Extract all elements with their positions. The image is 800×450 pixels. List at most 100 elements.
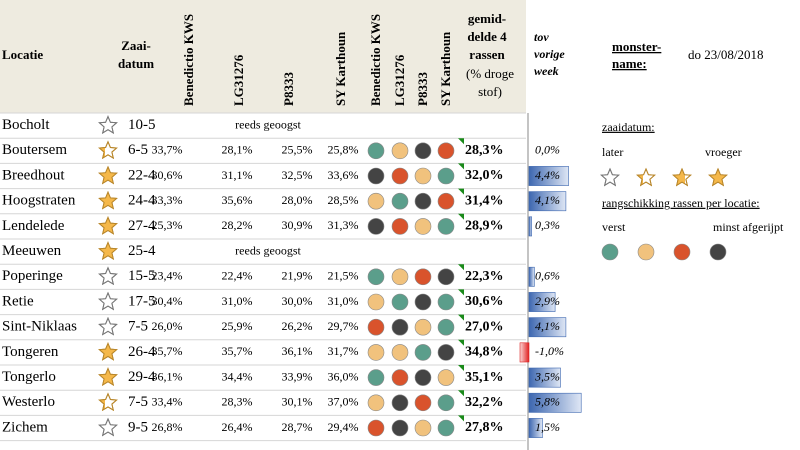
header-sowing: Zaai- xyxy=(121,38,151,53)
average: 28,9% xyxy=(465,219,504,234)
ranking-dot xyxy=(391,318,409,336)
legend-dot xyxy=(709,243,727,261)
value: 36,1% xyxy=(282,344,313,358)
change-label: 1,5% xyxy=(535,420,560,434)
change-label: 5,8% xyxy=(535,395,560,409)
value: 33,9% xyxy=(282,369,313,383)
ranking-dot xyxy=(367,344,385,361)
star-outline xyxy=(98,367,118,386)
value: 30,9% xyxy=(282,218,313,232)
later: later xyxy=(602,145,623,159)
header-variety: Benedictio KWS xyxy=(181,14,196,106)
ranking-dot xyxy=(414,167,432,185)
ranking-dot xyxy=(437,419,455,437)
value: 28,5% xyxy=(328,193,359,207)
average: 31,4% xyxy=(465,193,504,208)
change-bar xyxy=(528,317,567,338)
ranking-dot xyxy=(367,218,385,235)
value: 25,3% xyxy=(152,218,183,232)
value: 30,1% xyxy=(282,395,313,409)
value: 26,0% xyxy=(152,319,183,333)
star-outline xyxy=(98,342,118,361)
value: 21,9% xyxy=(282,269,313,283)
header-variety: SY Karthoun xyxy=(333,31,348,106)
change-label: 4,1% xyxy=(535,319,560,333)
star-outline xyxy=(98,417,118,437)
cell-flag xyxy=(458,188,464,195)
header-variety: LG31276 xyxy=(231,54,246,106)
ranking-dot xyxy=(391,218,409,235)
ranking-dot xyxy=(437,218,455,235)
location: Breedhout xyxy=(2,167,65,183)
ranking-dot xyxy=(437,394,455,412)
header-variety: Benedictio KWS xyxy=(368,14,383,106)
change-label: 4,1% xyxy=(535,193,560,207)
value: 31,1% xyxy=(222,168,253,182)
change-label: 3,5% xyxy=(534,369,560,383)
star-outline xyxy=(98,190,118,210)
last: minst afgerijpt xyxy=(713,220,784,234)
star-outline xyxy=(98,115,118,134)
header-change: tov xyxy=(534,30,549,44)
header-unit: stof) xyxy=(478,84,502,99)
location: Lendelede xyxy=(2,218,65,234)
value: 36,0% xyxy=(328,369,359,383)
value: 29,4% xyxy=(328,420,359,434)
average: 34,8% xyxy=(465,345,504,360)
value: 33,7% xyxy=(152,143,183,157)
change-label: 4,4% xyxy=(535,168,560,182)
value: 37,0% xyxy=(328,395,359,409)
value: 22,4% xyxy=(222,269,253,283)
ranking-dot xyxy=(437,268,455,286)
value: 28,2% xyxy=(222,218,253,232)
sowing-date: 15-5 xyxy=(128,268,156,284)
value: 33,4% xyxy=(152,395,183,409)
value: 30,6% xyxy=(152,168,183,182)
star-outline xyxy=(98,392,118,412)
legend-dot xyxy=(673,243,691,261)
sowing-date: 26-4 xyxy=(128,344,156,360)
ranking-dot xyxy=(367,192,385,210)
average: 28,3% xyxy=(465,143,504,158)
ranking-dot xyxy=(414,293,432,311)
average: 32,0% xyxy=(465,168,504,183)
cell-flag xyxy=(458,213,464,220)
ranking-dot xyxy=(367,318,385,336)
value: 28,1% xyxy=(222,143,253,157)
star-fill xyxy=(673,169,685,186)
sample-date: do 23/08/2018 xyxy=(688,47,763,62)
value: 30,0% xyxy=(282,294,313,308)
cell-flag xyxy=(458,289,464,296)
header-sowing: datum xyxy=(118,56,154,71)
value: 23,4% xyxy=(152,269,183,283)
ranking-dot xyxy=(391,344,409,361)
location: Zichem xyxy=(2,419,48,435)
ranking-dot xyxy=(391,268,409,286)
value: 26,8% xyxy=(152,420,183,434)
value: 25,5% xyxy=(282,143,313,157)
legend-dot xyxy=(601,243,619,261)
sowing-date: 9-5 xyxy=(128,419,148,435)
header-bg xyxy=(0,0,526,113)
header-unit: (% droge xyxy=(466,66,514,81)
header-change: week xyxy=(534,64,559,78)
ranking-dot xyxy=(437,344,455,361)
star-outline xyxy=(98,291,118,311)
star-outline xyxy=(98,316,118,336)
location: Sint-Niklaas xyxy=(2,319,77,335)
ranking-dot xyxy=(367,167,385,185)
header-average: gemid- xyxy=(468,11,506,26)
cell-flag xyxy=(458,264,464,271)
sowing-date: 22-4 xyxy=(128,167,156,183)
header-variety: P8333 xyxy=(415,72,430,106)
location: Boutersem xyxy=(2,142,67,158)
change-bar xyxy=(528,392,582,413)
ranking-dot xyxy=(391,142,409,160)
location: Hoogstraten xyxy=(2,193,76,209)
ranking-dot xyxy=(437,142,455,160)
value: 26,4% xyxy=(222,420,253,434)
star-outline xyxy=(600,167,620,187)
ranking-dot xyxy=(367,394,385,412)
cell-flag xyxy=(458,365,464,371)
